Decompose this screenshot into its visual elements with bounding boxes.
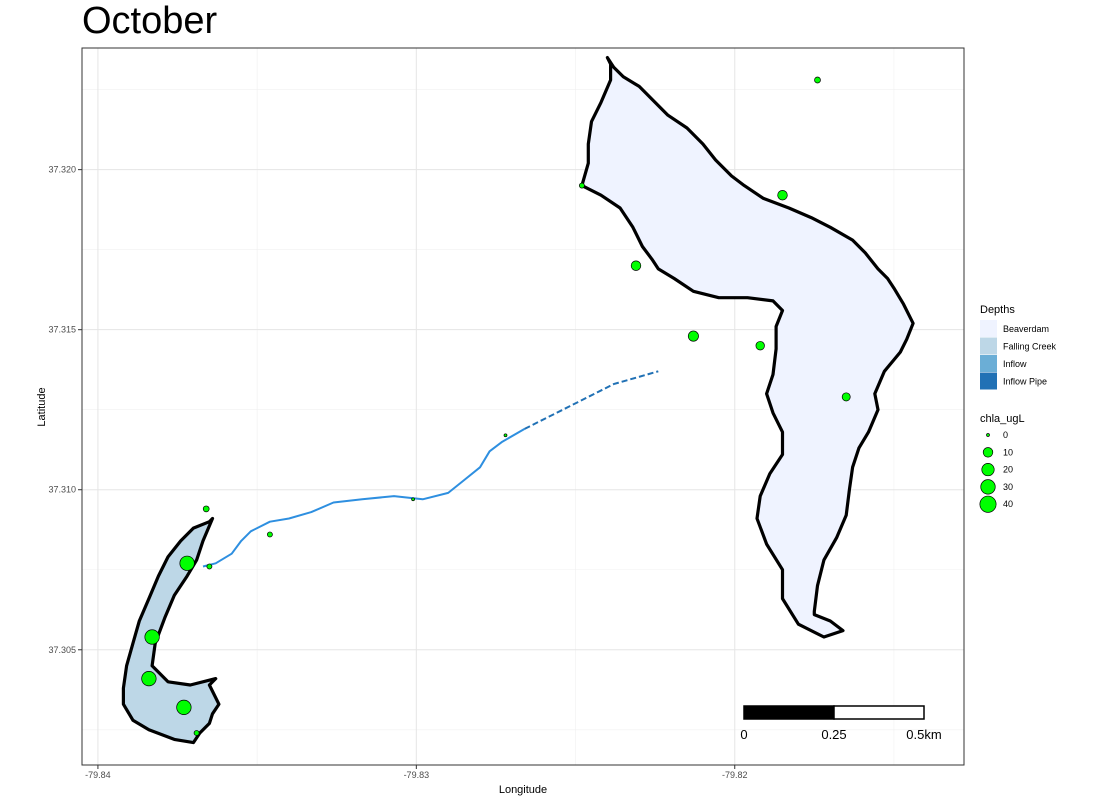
grid-lines: [82, 48, 964, 765]
chla-point: [176, 699, 192, 716]
axes: -79.84 -79.83 -79.82 37.305 37.310 37.315 37.3…: [48, 165, 747, 780]
chla-point: [141, 670, 157, 687]
chla-point: [777, 190, 788, 201]
legends: Depths Beaverdam Falling Creek Inflow Inflow…: [979, 304, 1057, 513]
chla-legend-label: 30: [1003, 482, 1013, 492]
chla-point: [841, 392, 851, 402]
y-tick-label: 37.305: [48, 645, 76, 655]
chart-title: October: [82, 0, 218, 42]
chla-legend-label: 20: [1003, 465, 1013, 475]
scale-bar-segment: [833, 705, 925, 720]
depths-legend-key: [980, 320, 997, 337]
chla-legend-key: [981, 463, 995, 477]
inflow-stream: [202, 428, 526, 568]
depths-legend-label: Inflow: [1003, 359, 1027, 369]
chla-point: [411, 497, 415, 502]
y-tick-label: 37.315: [48, 325, 76, 335]
chla-point: [202, 505, 210, 513]
chla-legend-title: chla_ugL: [980, 413, 1025, 425]
chla-point: [193, 730, 200, 736]
inflow-pipe: [524, 370, 659, 430]
scale-bar-label: 0.5km: [906, 727, 941, 742]
lakes: [121, 56, 915, 745]
x-tick-label: -79.83: [404, 770, 430, 780]
y-tick-label: 37.310: [48, 485, 76, 495]
chla-point: [814, 76, 821, 84]
chla-legend-key: [982, 447, 994, 458]
scale-bar: 0 0.25 0.5km: [740, 705, 942, 742]
depths-legend-key: [980, 337, 997, 355]
chla-point: [755, 341, 765, 351]
chla-point: [206, 563, 213, 570]
depths-legend-label: Falling Creek: [1003, 342, 1057, 352]
chla-point: [687, 330, 699, 342]
chla-point: [179, 555, 195, 571]
chla-legend-key: [980, 479, 996, 495]
chla-point: [144, 629, 160, 645]
depths-legend-key: [980, 372, 997, 390]
falling-creek-lake: [121, 516, 221, 745]
beaverdam-lake: [580, 56, 915, 639]
chla-point: [267, 531, 273, 538]
chla-legend-label: 40: [1003, 499, 1013, 509]
chla-legend-label: 10: [1003, 447, 1013, 457]
chla-legend-key: [986, 433, 990, 437]
chla-legend-key: [979, 495, 997, 513]
depths-legend-label: Beaverdam: [1003, 324, 1049, 334]
depths-legend-key: [980, 355, 997, 372]
x-axis-title: Longitude: [499, 784, 547, 796]
chla-point: [579, 182, 585, 189]
chla-legend-label: 0: [1003, 430, 1008, 440]
chla-point: [630, 260, 642, 271]
panel-border: [81, 47, 965, 766]
y-tick-label: 37.320: [48, 165, 76, 175]
chla-points: [141, 76, 851, 736]
scale-bar-label: 0.25: [821, 727, 846, 742]
depths-legend-label: Inflow Pipe: [1003, 377, 1047, 387]
scale-bar-label: 0: [740, 727, 747, 742]
streams: [202, 370, 659, 568]
y-axis-title: Latitude: [36, 387, 48, 426]
scale-bar-segment: [743, 705, 835, 720]
x-tick-label: -79.84: [85, 770, 111, 780]
x-tick-label: -79.82: [722, 770, 748, 780]
depths-legend-title: Depths: [980, 304, 1015, 316]
chla-point: [503, 433, 508, 438]
